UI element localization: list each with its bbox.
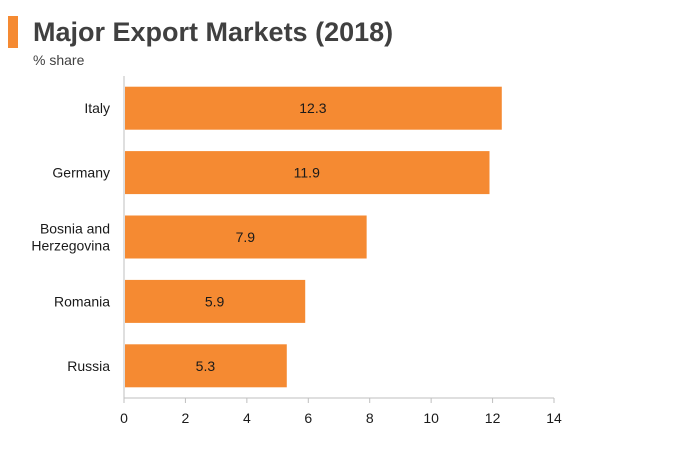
x-tick-label: 10	[423, 410, 439, 426]
bar-data-label: 11.9	[294, 165, 320, 181]
category-label: Russia	[67, 358, 110, 374]
bar-data-label: 5.9	[205, 293, 225, 309]
bar	[125, 86, 502, 130]
chart-subtitle: % share	[33, 52, 85, 68]
x-tick-label: 0	[120, 410, 128, 426]
category-label: Herzegovina	[31, 238, 110, 254]
x-tick-label: 12	[485, 410, 501, 426]
x-tick-label: 8	[366, 410, 374, 426]
x-tick-label: 14	[546, 410, 562, 426]
x-tick-label: 4	[243, 410, 251, 426]
bar	[125, 344, 287, 388]
category-label: Bosnia and	[40, 221, 110, 237]
category-label: Italy	[84, 100, 110, 116]
bar	[125, 151, 490, 195]
category-label: Germany	[52, 165, 110, 181]
bar	[125, 215, 367, 259]
title-accent-bar	[8, 16, 18, 48]
bar	[125, 279, 306, 323]
x-tick-label: 2	[182, 410, 190, 426]
x-tick-label: 6	[304, 410, 312, 426]
bar-data-label: 5.3	[196, 358, 216, 374]
bar-data-label: 12.3	[299, 100, 326, 116]
chart-title: Major Export Markets (2018)	[33, 17, 394, 47]
bar-data-label: 7.9	[236, 229, 256, 245]
category-label: Romania	[54, 293, 110, 309]
